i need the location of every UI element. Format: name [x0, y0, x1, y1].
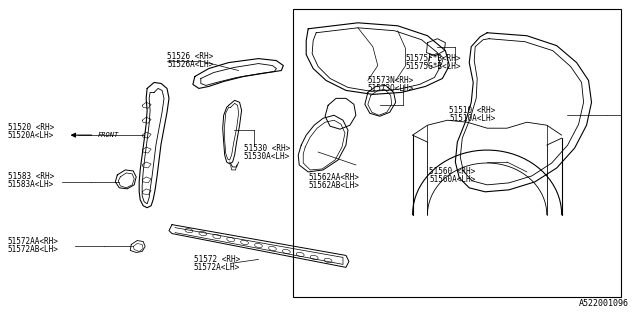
- Text: 51530A<LH>: 51530A<LH>: [244, 152, 290, 161]
- Text: 51560A<LH>: 51560A<LH>: [429, 175, 476, 184]
- Text: 51562AA<RH>: 51562AA<RH>: [308, 173, 359, 182]
- Text: 51572AB<LH>: 51572AB<LH>: [8, 245, 59, 254]
- Text: 51520 <RH>: 51520 <RH>: [8, 123, 54, 132]
- Bar: [293, 9, 621, 297]
- Text: 51510A<LH>: 51510A<LH>: [449, 114, 495, 123]
- Text: 51572A<LH>: 51572A<LH>: [194, 263, 240, 272]
- Text: A522001096: A522001096: [579, 299, 628, 308]
- Text: 51520A<LH>: 51520A<LH>: [8, 131, 54, 140]
- Text: 51526A<LH>: 51526A<LH>: [167, 60, 213, 69]
- Text: 51573N<RH>: 51573N<RH>: [368, 76, 414, 85]
- Text: 51583A<LH>: 51583A<LH>: [8, 180, 54, 189]
- Text: 51526 <RH>: 51526 <RH>: [167, 52, 213, 61]
- Text: 51530 <RH>: 51530 <RH>: [244, 144, 290, 153]
- Text: 51572AA<RH>: 51572AA<RH>: [8, 237, 59, 246]
- Text: FRONT: FRONT: [97, 132, 118, 138]
- Text: 51562AB<LH>: 51562AB<LH>: [308, 181, 359, 190]
- Text: 51583 <RH>: 51583 <RH>: [8, 172, 54, 181]
- Text: 51575G*B<LH>: 51575G*B<LH>: [406, 62, 461, 71]
- Text: 51510 <RH>: 51510 <RH>: [449, 106, 495, 115]
- Text: 51572 <RH>: 51572 <RH>: [194, 255, 240, 264]
- Text: 51573O<LH>: 51573O<LH>: [368, 84, 414, 93]
- Text: 51575F*B<RH>: 51575F*B<RH>: [406, 54, 461, 63]
- Text: 51560 <RH>: 51560 <RH>: [429, 167, 476, 176]
